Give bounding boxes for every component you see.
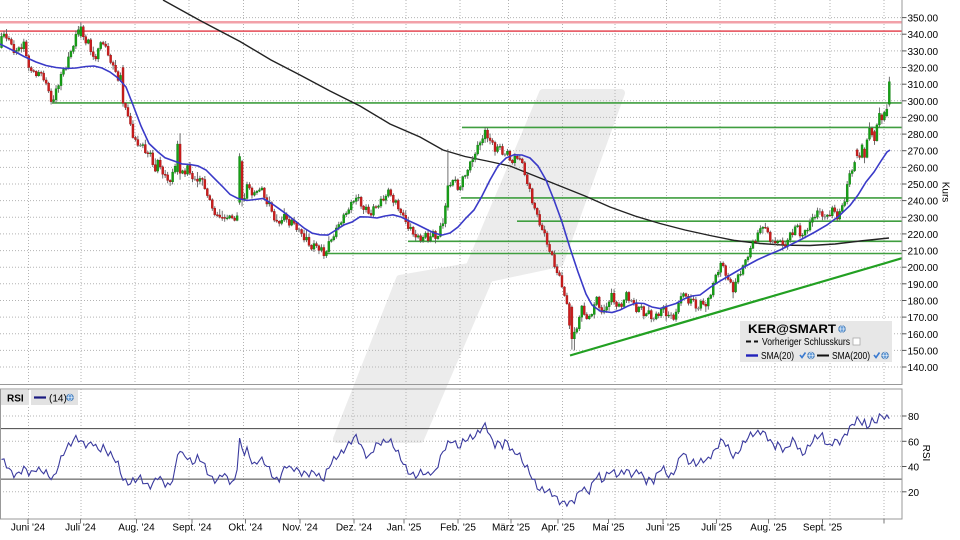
svg-text:300.00: 300.00 bbox=[908, 97, 939, 108]
svg-text:KER@SMART: KER@SMART bbox=[748, 322, 837, 336]
svg-text:60: 60 bbox=[908, 437, 920, 448]
svg-text:240.00: 240.00 bbox=[908, 197, 939, 208]
svg-text:RSI: RSI bbox=[7, 394, 24, 405]
svg-text:170.00: 170.00 bbox=[908, 313, 939, 324]
svg-text:Mai '25: Mai '25 bbox=[593, 523, 625, 534]
svg-text:Nov. '24: Nov. '24 bbox=[282, 523, 318, 534]
svg-text:Okt. '24: Okt. '24 bbox=[228, 523, 263, 534]
svg-text:Aug. '24: Aug. '24 bbox=[118, 523, 155, 534]
svg-text:260.00: 260.00 bbox=[908, 163, 939, 174]
svg-text:(14): (14) bbox=[49, 394, 67, 405]
svg-text:SMA(20): SMA(20) bbox=[761, 351, 794, 362]
svg-text:320.00: 320.00 bbox=[908, 64, 939, 75]
svg-text:230.00: 230.00 bbox=[908, 213, 939, 224]
svg-text:310.00: 310.00 bbox=[908, 80, 939, 91]
svg-text:210.00: 210.00 bbox=[908, 247, 939, 258]
svg-text:März '25: März '25 bbox=[492, 523, 530, 534]
svg-text:Vorheriger Schlusskurs: Vorheriger Schlusskurs bbox=[762, 337, 850, 348]
svg-text:270.00: 270.00 bbox=[908, 147, 939, 158]
svg-text:180.00: 180.00 bbox=[908, 297, 939, 308]
svg-text:140.00: 140.00 bbox=[908, 363, 939, 374]
svg-text:Aug. '25: Aug. '25 bbox=[750, 523, 787, 534]
svg-text:190.00: 190.00 bbox=[908, 280, 939, 291]
svg-text:Sept. '24: Sept. '24 bbox=[172, 523, 212, 534]
svg-text:250.00: 250.00 bbox=[908, 180, 939, 191]
svg-text:160.00: 160.00 bbox=[908, 330, 939, 341]
svg-text:Juni '25: Juni '25 bbox=[646, 523, 681, 534]
svg-text:290.00: 290.00 bbox=[908, 113, 939, 124]
svg-text:RSI: RSI bbox=[920, 445, 931, 462]
svg-text:200.00: 200.00 bbox=[908, 263, 939, 274]
svg-text:220.00: 220.00 bbox=[908, 230, 939, 241]
svg-text:Sept. '25: Sept. '25 bbox=[803, 523, 843, 534]
svg-text:40: 40 bbox=[908, 463, 920, 474]
svg-text:Juni '24: Juni '24 bbox=[11, 523, 46, 534]
svg-text:80: 80 bbox=[908, 412, 920, 423]
svg-text:Juli '25: Juli '25 bbox=[701, 523, 732, 534]
svg-text:350.00: 350.00 bbox=[908, 14, 939, 25]
svg-text:20: 20 bbox=[908, 488, 920, 499]
svg-text:Feb. '25: Feb. '25 bbox=[440, 523, 476, 534]
svg-text:Dez. '24: Dez. '24 bbox=[336, 523, 373, 534]
svg-text:330.00: 330.00 bbox=[908, 47, 939, 58]
svg-text:280.00: 280.00 bbox=[908, 130, 939, 141]
svg-text:Apr. '25: Apr. '25 bbox=[541, 523, 575, 534]
svg-text:150.00: 150.00 bbox=[908, 346, 939, 357]
svg-text:Kurs: Kurs bbox=[940, 182, 951, 203]
svg-text:SMA(200): SMA(200) bbox=[832, 351, 870, 362]
svg-text:Juli '24: Juli '24 bbox=[65, 523, 96, 534]
svg-text:340.00: 340.00 bbox=[908, 30, 939, 41]
svg-text:Jan. '25: Jan. '25 bbox=[387, 523, 422, 534]
